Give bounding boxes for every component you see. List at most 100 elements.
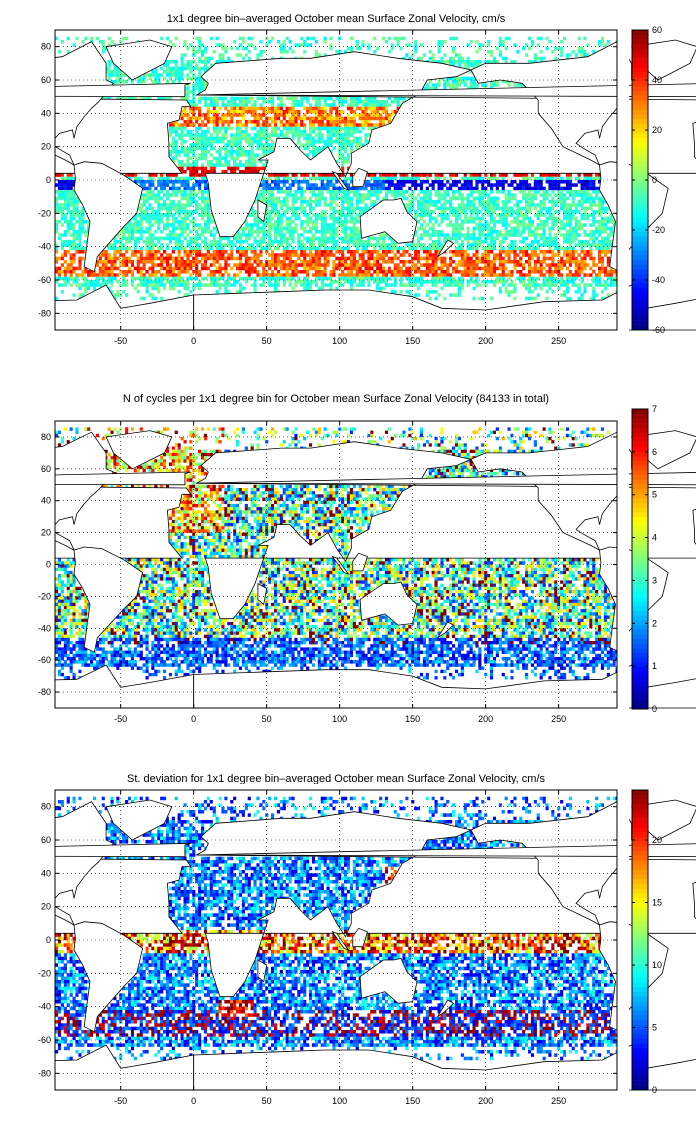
heatmap-cell	[195, 136, 199, 141]
heatmap-cell	[481, 223, 485, 227]
heatmap-cell	[279, 123, 283, 127]
heatmap-cell	[288, 250, 292, 254]
heatmap-cell	[271, 253, 275, 257]
heatmap-cell	[379, 256, 383, 261]
heatmap-cell	[382, 123, 386, 127]
heatmap-cell	[478, 230, 482, 234]
heatmap-cell	[428, 253, 432, 257]
heatmap-cell	[198, 96, 202, 101]
heatmap-cell	[276, 210, 281, 214]
heatmap-cell	[519, 220, 523, 224]
heatmap-cell	[571, 183, 575, 187]
heatmap-cell	[568, 230, 572, 234]
heatmap-cell	[201, 230, 205, 234]
heatmap-cell	[306, 43, 310, 47]
heatmap-cell	[236, 110, 240, 114]
heatmap-cell	[183, 120, 187, 124]
heatmap-cell	[306, 116, 310, 121]
heatmap-cell	[414, 250, 418, 254]
heatmap-cell	[244, 123, 248, 127]
heatmap-cell	[195, 63, 199, 67]
heatmap-cell	[571, 216, 575, 221]
heatmap-cell	[183, 193, 187, 197]
heatmap-cell	[195, 263, 199, 267]
heatmap-cell	[431, 200, 435, 204]
heatmap-cell	[358, 233, 362, 237]
heatmap-cell	[303, 123, 307, 127]
heatmap-cell	[419, 243, 424, 247]
heatmap-cell	[382, 186, 386, 191]
heatmap-cell	[186, 263, 190, 267]
heatmap-cell	[495, 206, 499, 211]
heatmap-cell	[376, 183, 380, 187]
heatmap-cell	[122, 73, 126, 77]
heatmap-cell	[431, 60, 435, 64]
heatmap-cell	[352, 220, 356, 224]
heatmap-cell	[507, 256, 511, 261]
heatmap-cell	[189, 106, 193, 111]
heatmap-cell	[341, 213, 345, 217]
heatmap-cell	[288, 116, 292, 121]
heatmap-cell	[452, 83, 456, 87]
heatmap-cell	[525, 243, 529, 247]
heatmap-cell	[256, 130, 260, 134]
heatmap-cell	[81, 246, 85, 251]
heatmap-cell	[490, 226, 494, 231]
heatmap-cell	[460, 60, 464, 64]
heatmap-cell	[332, 173, 336, 177]
heatmap-cell	[492, 173, 497, 177]
heatmap-cell	[510, 60, 514, 64]
heatmap-cell	[311, 266, 316, 271]
heatmap-cell	[513, 173, 517, 177]
heatmap-cell	[320, 133, 324, 137]
heatmap-cell	[139, 266, 143, 271]
heatmap-cell	[428, 256, 432, 261]
heatmap-cell	[221, 256, 225, 261]
heatmap-cell	[387, 260, 391, 264]
heatmap-cell	[379, 123, 383, 127]
heatmap-cell	[253, 106, 257, 111]
heatmap-cell	[519, 206, 523, 211]
heatmap-cell	[186, 160, 190, 164]
heatmap-cell	[501, 223, 505, 227]
heatmap-cell	[145, 73, 149, 77]
heatmap-cell	[376, 123, 380, 127]
heatmap-cell	[297, 256, 301, 261]
heatmap-cell	[192, 93, 196, 97]
heatmap-cell	[495, 190, 499, 194]
heatmap-cell	[189, 203, 193, 207]
heatmap-cell	[110, 80, 114, 84]
heatmap-cell	[145, 226, 149, 231]
heatmap-cell	[122, 230, 126, 234]
heatmap-cell	[165, 206, 170, 211]
heatmap-cell	[396, 250, 400, 254]
heatmap-cell	[189, 133, 193, 137]
heatmap-cell	[548, 266, 552, 271]
heatmap-cell	[247, 140, 251, 144]
heatmap-cell	[469, 40, 473, 44]
heatmap-cell	[589, 180, 593, 184]
heatmap-cell	[180, 220, 184, 224]
heatmap-cell	[66, 250, 70, 254]
heatmap-cell	[382, 260, 386, 264]
heatmap-cell	[408, 43, 412, 47]
heatmap-cell	[344, 146, 348, 151]
heatmap-cell	[440, 233, 444, 237]
heatmap-cell	[548, 230, 552, 234]
heatmap-cell	[408, 203, 412, 207]
heatmap-cell	[285, 106, 289, 111]
heatmap-cell	[57, 203, 62, 207]
heatmap-cell	[577, 200, 581, 204]
heatmap-cell	[291, 236, 295, 241]
heatmap-cell	[66, 190, 70, 194]
heatmap-cell	[399, 260, 403, 264]
heatmap-cell	[221, 116, 225, 121]
heatmap-cell	[323, 256, 327, 261]
heatmap-cell	[130, 233, 135, 237]
heatmap-cell	[189, 186, 193, 191]
heatmap-cell	[139, 210, 143, 214]
heatmap-cell	[262, 100, 266, 104]
heatmap-cell	[206, 110, 210, 114]
heatmap-cell	[390, 176, 394, 181]
heatmap-cell	[528, 233, 532, 237]
